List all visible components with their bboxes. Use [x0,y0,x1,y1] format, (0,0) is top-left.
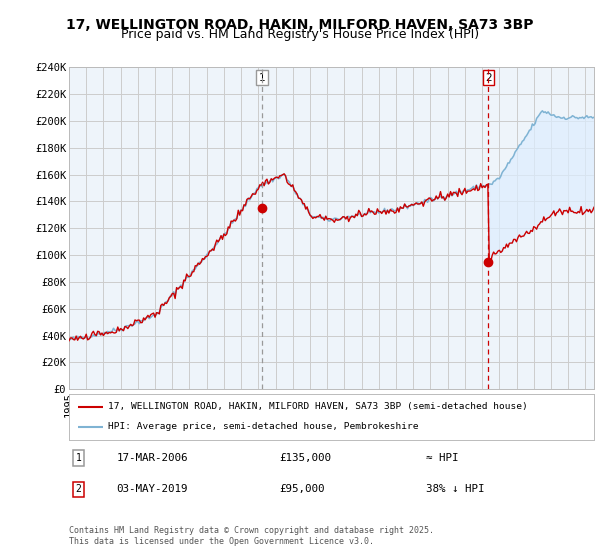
Text: 17, WELLINGTON ROAD, HAKIN, MILFORD HAVEN, SA73 3BP (semi-detached house): 17, WELLINGTON ROAD, HAKIN, MILFORD HAVE… [109,402,528,411]
Text: 2: 2 [485,73,492,82]
Text: 17, WELLINGTON ROAD, HAKIN, MILFORD HAVEN, SA73 3BP: 17, WELLINGTON ROAD, HAKIN, MILFORD HAVE… [66,18,534,32]
Text: ≈ HPI: ≈ HPI [426,453,458,463]
Text: HPI: Average price, semi-detached house, Pembrokeshire: HPI: Average price, semi-detached house,… [109,422,419,431]
Text: 38% ↓ HPI: 38% ↓ HPI [426,484,485,494]
Text: Price paid vs. HM Land Registry's House Price Index (HPI): Price paid vs. HM Land Registry's House … [121,28,479,41]
Text: 17-MAR-2006: 17-MAR-2006 [116,453,188,463]
Text: 2: 2 [76,484,82,494]
Text: 03-MAY-2019: 03-MAY-2019 [116,484,188,494]
Text: 1: 1 [259,73,265,82]
Text: £95,000: £95,000 [279,484,325,494]
Text: Contains HM Land Registry data © Crown copyright and database right 2025.
This d: Contains HM Land Registry data © Crown c… [69,526,434,546]
Text: 1: 1 [76,453,82,463]
Text: £135,000: £135,000 [279,453,331,463]
